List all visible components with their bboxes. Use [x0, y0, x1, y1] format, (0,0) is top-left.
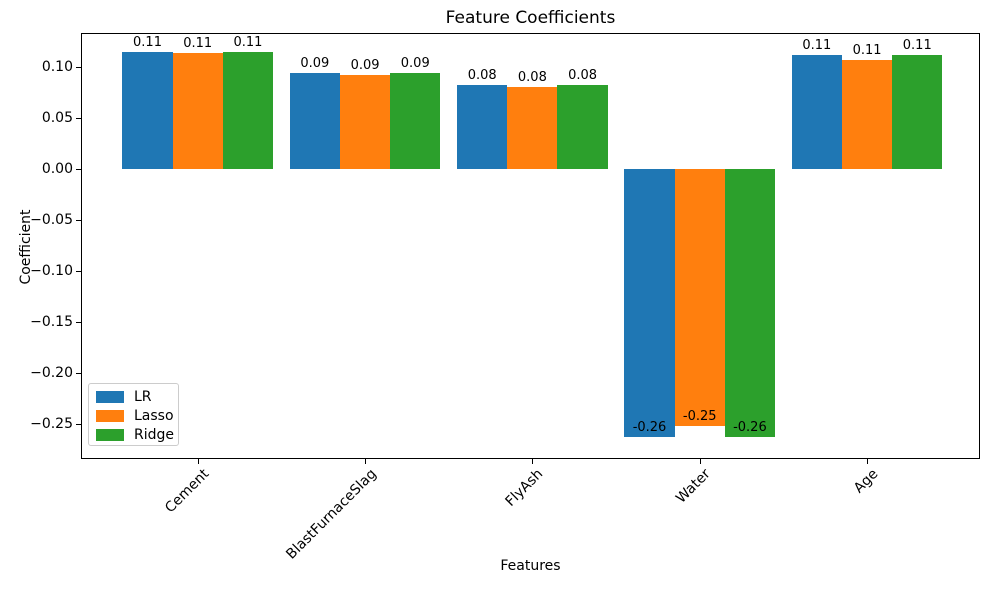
bar-lasso-flyash — [507, 87, 558, 169]
y-tick-label: 0.05 — [41, 109, 73, 126]
legend-swatch-icon — [96, 410, 124, 422]
x-tick-label: Age — [850, 466, 882, 497]
bar-lasso-cement — [172, 53, 223, 169]
y-tick-mark — [76, 270, 81, 272]
x-axis-label: Features — [500, 558, 561, 574]
x-tick-label: BlastFurnaceSlag — [282, 466, 380, 563]
legend: LR Lasso Ridge — [88, 383, 179, 446]
bar-lasso-blastfurnaceslag — [339, 74, 391, 169]
y-tick-mark — [76, 321, 81, 323]
x-tick-label: Water — [673, 466, 715, 507]
x-tick-mark — [532, 459, 534, 464]
y-tick-mark — [76, 117, 81, 119]
y-tick-mark — [76, 168, 81, 170]
x-tick-mark — [699, 459, 701, 464]
bar-lr-cement — [122, 52, 173, 169]
y-tick-mark — [76, 423, 81, 425]
x-tick-mark — [197, 459, 199, 464]
y-tick-label: −0.10 — [30, 262, 73, 279]
legend-item-lasso: Lasso — [96, 407, 178, 425]
y-tick-mark — [76, 372, 81, 374]
legend-item-lr: LR — [96, 388, 178, 406]
x-tick-label: FlyAsh — [502, 466, 547, 510]
bar-value-label: 0.08 — [467, 68, 497, 84]
y-tick-label: 0.10 — [41, 58, 73, 75]
bar-value-label: 0.11 — [233, 35, 263, 51]
bar-value-label: 0.11 — [852, 42, 882, 58]
bar-value-label: 0.11 — [802, 38, 832, 54]
bar-value-label: 0.09 — [400, 55, 430, 71]
bar-lasso-water — [674, 168, 725, 426]
y-tick-label: −0.05 — [30, 211, 73, 228]
y-tick-label: −0.25 — [30, 415, 73, 432]
bar-ridge-cement — [222, 52, 274, 169]
bar-value-label: 0.11 — [183, 36, 213, 52]
y-tick-label: 0.00 — [41, 160, 73, 177]
x-tick-mark — [365, 459, 367, 464]
bar-lr-blastfurnaceslag — [289, 72, 340, 169]
legend-swatch-icon — [96, 429, 124, 441]
legend-swatch-icon — [96, 391, 124, 403]
bar-lr-age — [791, 55, 842, 169]
legend-label: LR — [134, 389, 152, 405]
y-axis-label: Coefficient — [18, 209, 34, 285]
x-tick-mark — [867, 459, 869, 464]
bar-value-label: 0.08 — [517, 70, 547, 86]
bar-value-label: 0.11 — [902, 38, 932, 54]
y-tick-label: −0.20 — [30, 364, 73, 381]
bar-value-label: 0.09 — [350, 57, 380, 73]
legend-label: Ridge — [134, 427, 175, 443]
y-tick-label: −0.15 — [30, 313, 73, 330]
bar-value-label: 0.08 — [568, 68, 598, 84]
bar-ridge-age — [892, 55, 943, 169]
bar-ridge-water — [724, 168, 775, 437]
bar-value-label: -0.26 — [733, 419, 767, 435]
bar-value-label: -0.26 — [632, 419, 667, 435]
x-tick-label: Cement — [161, 466, 213, 517]
bar-lr-flyash — [457, 85, 508, 169]
y-tick-mark — [76, 66, 81, 68]
chart-title: Feature Coefficients — [445, 8, 616, 28]
bar-ridge-flyash — [557, 85, 608, 169]
bar-value-label: -0.25 — [682, 408, 717, 424]
bar-value-label: 0.11 — [133, 35, 162, 51]
bar-ridge-blastfurnaceslag — [390, 72, 441, 169]
legend-item-ridge: Ridge — [96, 426, 178, 444]
y-tick-mark — [76, 219, 81, 221]
bar-lasso-age — [841, 59, 893, 169]
bar-lr-water — [624, 168, 675, 437]
bar-value-label: 0.09 — [300, 55, 330, 71]
legend-label: Lasso — [134, 408, 174, 424]
